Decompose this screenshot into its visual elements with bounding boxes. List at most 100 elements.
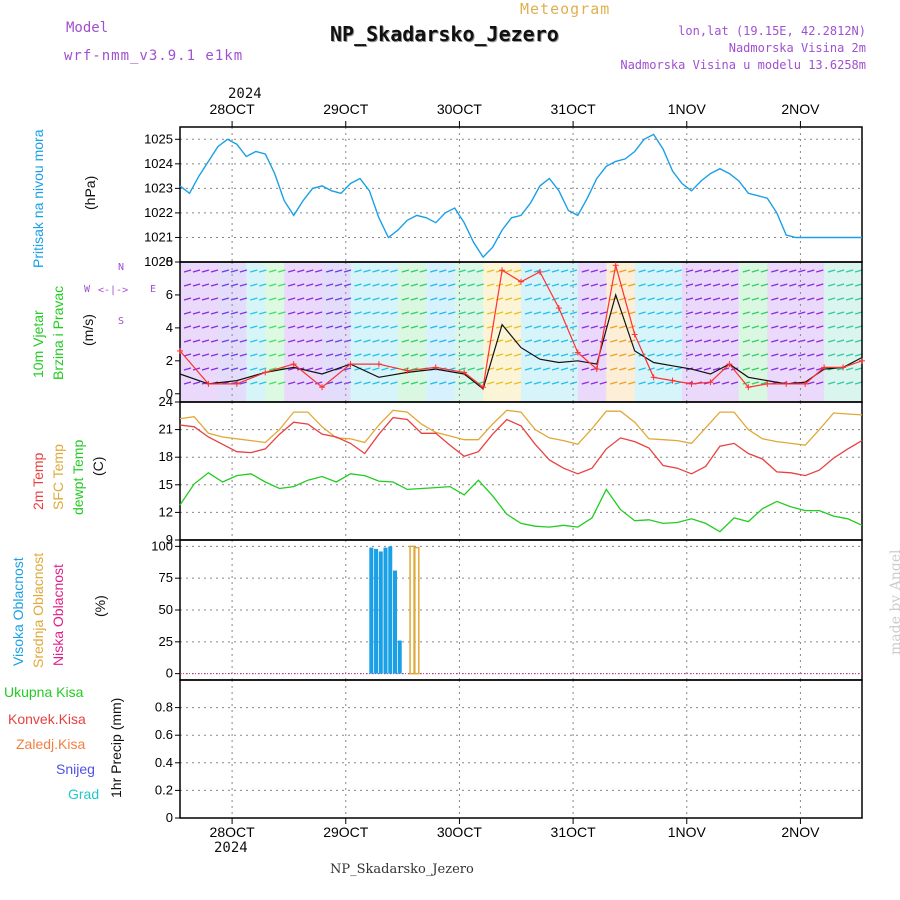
wind-arrow xyxy=(513,325,522,329)
wind-arrow xyxy=(419,269,428,273)
model-run: wrf-nmm_v3.9.1 e1km xyxy=(64,48,244,64)
wind-arrow xyxy=(798,339,806,343)
wind-arrow xyxy=(315,381,323,385)
x-tick-label-top: 2NOV xyxy=(781,101,820,117)
wind-arrow xyxy=(363,283,371,287)
lonlat-label: lon,lat (19.15E, 42.2812N) xyxy=(678,24,866,38)
wind-arrow xyxy=(381,325,389,329)
wind-arrow xyxy=(542,381,551,385)
wind-arrow xyxy=(278,339,286,343)
wind-arrow xyxy=(533,311,542,315)
wind-arrow xyxy=(192,339,201,343)
wind-arrow xyxy=(315,297,323,301)
wind-arrow xyxy=(628,353,636,357)
wind-arrow xyxy=(495,353,504,357)
wind-arrow xyxy=(372,325,380,329)
wind-arrow xyxy=(599,353,608,357)
wind-arrow xyxy=(325,311,334,315)
wind-arrow xyxy=(343,339,352,343)
wind-arrow xyxy=(751,381,760,385)
wind-arrow xyxy=(807,339,815,343)
wind-arrow xyxy=(742,297,751,301)
dewpt-temp-line xyxy=(179,472,863,533)
wind-arrow xyxy=(390,381,398,385)
wind-arrow xyxy=(476,367,484,371)
wind-arrow xyxy=(183,367,192,371)
wind-arrow xyxy=(647,311,655,315)
cloud-high-bar xyxy=(383,547,388,674)
wind-arrow xyxy=(638,339,646,343)
wind-arrow xyxy=(647,367,655,371)
wind-arrow xyxy=(476,325,484,329)
wind-arrow xyxy=(467,339,475,343)
wind-arrow xyxy=(390,353,398,357)
wind-arrow xyxy=(599,367,608,371)
wind-arrow xyxy=(269,269,277,273)
wind-arrow xyxy=(221,283,230,287)
wind-arrow xyxy=(325,367,334,371)
wind-arrow xyxy=(581,311,590,315)
wind-arrow xyxy=(430,283,438,287)
x-tick-label-bottom: 30OCT xyxy=(437,824,483,840)
x-tick-label-top: 30OCT xyxy=(437,101,483,117)
wind-arrow xyxy=(448,269,456,273)
wind-arrow xyxy=(789,325,797,329)
wind-arrow xyxy=(458,367,466,371)
wind-arrow xyxy=(306,311,314,315)
wind-arrow xyxy=(789,269,797,273)
wind-arrow xyxy=(467,353,475,357)
station-name: NP_Skadarsko_Jezero xyxy=(330,22,559,46)
wind-arrow xyxy=(836,311,845,315)
wind-arrow xyxy=(524,311,533,315)
wind-arrow xyxy=(343,297,352,301)
wind-arrow xyxy=(685,269,694,273)
wind-arrow xyxy=(628,381,636,385)
wind-arrow xyxy=(486,297,495,301)
wind-arrow xyxy=(524,381,533,385)
wind-arrow xyxy=(210,353,219,357)
wind-gust-line xyxy=(179,265,863,389)
wind-arrow xyxy=(230,367,239,371)
wind-arrow xyxy=(354,283,362,287)
wind-arrow xyxy=(816,353,824,357)
wind-arrow xyxy=(610,297,618,301)
compass-south: S xyxy=(118,316,125,327)
wind-arrow xyxy=(288,367,296,371)
wind-arrow xyxy=(325,353,334,357)
wind-arrow xyxy=(288,325,296,329)
wind-arrow xyxy=(656,269,664,273)
wind-arrow xyxy=(533,367,542,371)
wind-arrow xyxy=(458,353,466,357)
wind-arrow xyxy=(259,311,267,315)
wind-arrow xyxy=(760,325,769,329)
wind-arrow xyxy=(363,353,371,357)
wind-arrow xyxy=(201,297,210,301)
wind-arrow xyxy=(533,325,542,329)
wind-arrow xyxy=(730,325,739,329)
wind-arrow xyxy=(827,381,836,385)
wind-arrow xyxy=(780,297,788,301)
y-tick-label: 0 xyxy=(166,810,173,825)
wind-arrow xyxy=(694,283,703,287)
wind-arrow xyxy=(381,353,389,357)
wind-arrow xyxy=(533,297,542,301)
wind-arrow xyxy=(807,311,815,315)
wind-arrow xyxy=(354,297,362,301)
wind-arrow xyxy=(760,353,769,357)
cloud-high-bar xyxy=(388,546,393,674)
wind-arrow xyxy=(780,325,788,329)
wind-arrow xyxy=(315,367,323,371)
wind-arrow xyxy=(712,339,721,343)
wind-field-band xyxy=(322,262,351,402)
wind-arrow xyxy=(685,325,694,329)
wind-arrow xyxy=(619,269,627,273)
y-tick-label: 0.8 xyxy=(155,700,173,715)
wind-arrow xyxy=(210,283,219,287)
wind-arrow xyxy=(845,353,854,357)
wind-arrow xyxy=(259,283,267,287)
wind-arrow xyxy=(798,353,806,357)
wind-arrow xyxy=(390,269,398,273)
wind-arrow xyxy=(854,325,863,329)
wind-arrow xyxy=(325,325,334,329)
wind-arrow xyxy=(390,325,398,329)
